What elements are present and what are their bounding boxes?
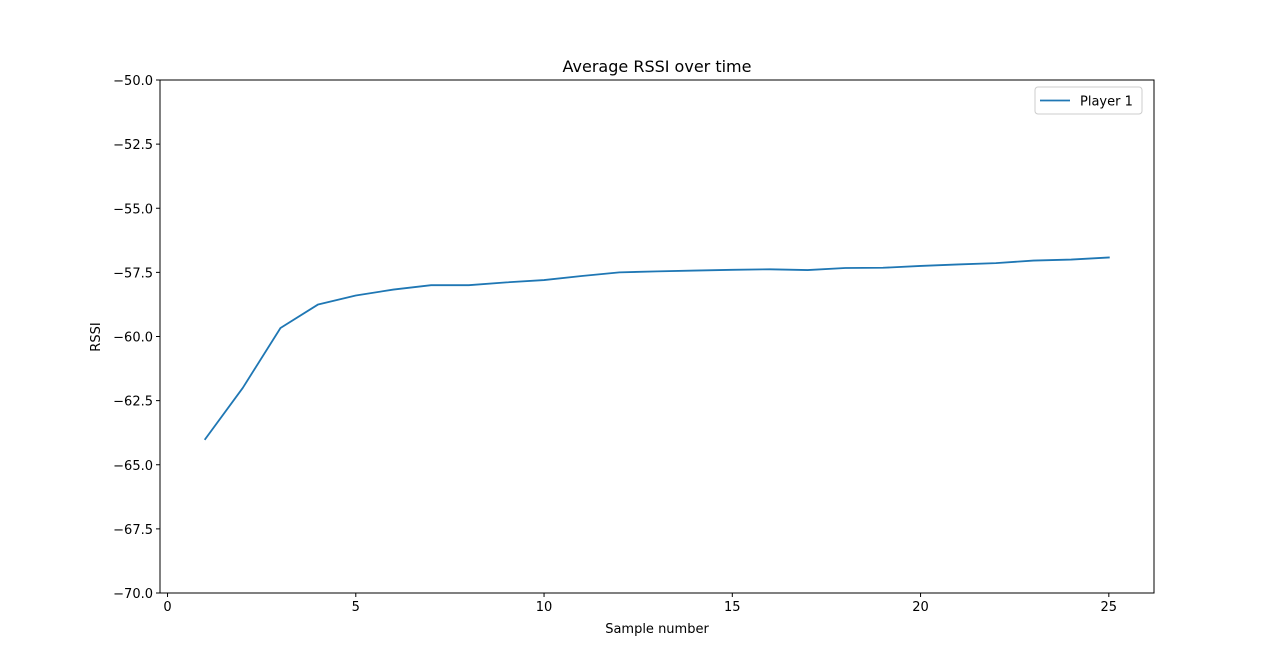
x-tick-label: 15 (724, 600, 741, 615)
x-tick-label: 25 (1101, 600, 1118, 615)
series-line-player-1 (203, 256, 1110, 441)
legend-label-player-1: Player 1 (1080, 95, 1133, 110)
y-tick-label: −67.5 (113, 523, 153, 538)
chart-title: Average RSSI over time (563, 57, 752, 76)
y-tick-label: −55.0 (113, 202, 153, 217)
y-tick-label: −70.0 (113, 587, 153, 602)
x-tick-label: 5 (352, 600, 360, 615)
y-tick-label: −52.5 (113, 138, 153, 153)
legend-box (1034, 86, 1143, 115)
x-tick-label: 10 (536, 600, 553, 615)
y-axis-label: RSSI (89, 322, 104, 351)
legend: Player 1 (1034, 86, 1143, 115)
y-tick-label: −62.5 (113, 395, 153, 410)
plot-frame (159, 79, 1155, 594)
y-tick-label: −57.5 (113, 266, 153, 281)
y-tick-label: −65.0 (113, 459, 153, 474)
x-axis-label: Sample number (605, 622, 709, 637)
y-tick-label: −60.0 (113, 331, 153, 346)
plot-area: 0 5 10 15 20 25 −70.0 −67.5 −65.0 −62.5 −60.0 −57.5… (113, 74, 1155, 615)
y-tick-label: −50.0 (113, 74, 153, 89)
x-tick-label: 0 (163, 600, 171, 615)
x-tick-label: 20 (912, 600, 929, 615)
